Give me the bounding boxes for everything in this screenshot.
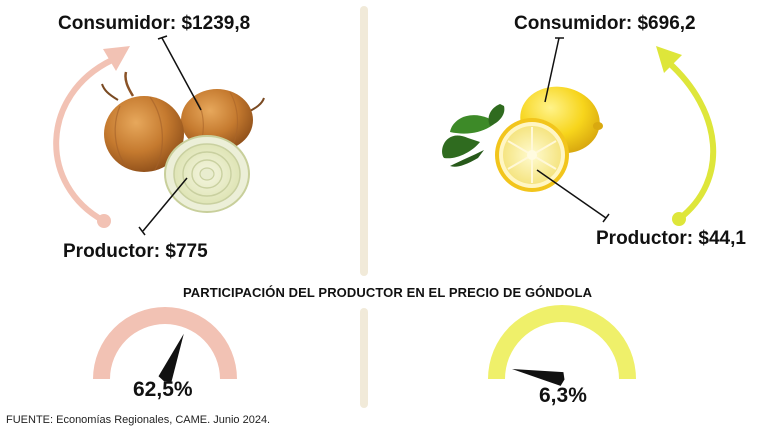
onion-consumer-leader-line	[157, 35, 202, 111]
lemon-producer-price-label: Productor: $44,1	[596, 228, 746, 249]
lemon-share-gauge	[488, 305, 636, 386]
source-note: FUENTE: Economías Regionales, CAME. Juni…	[6, 414, 271, 426]
lemon-image	[442, 86, 603, 192]
lemon-consumer-leader-line	[544, 37, 564, 103]
onion-gauge-arc	[93, 307, 237, 379]
onion-image	[101, 71, 265, 213]
lemon-curved-arrow-icon	[656, 46, 717, 226]
lemon-producer-leader-line	[536, 169, 610, 223]
onion-gauge-needle	[158, 333, 184, 382]
onion-producer-price-label: Productor: $775	[63, 241, 208, 262]
onion-share-gauge	[93, 307, 237, 382]
lemon-gauge-needle	[512, 369, 565, 386]
onion-share-percent-label: 62,5%	[133, 378, 193, 401]
onion-producer-leader-line	[138, 177, 188, 236]
center-divider	[360, 6, 368, 276]
lemon-consumer-price-label: Consumidor: $696,2	[514, 13, 696, 34]
lemon-share-percent-label: 6,3%	[539, 384, 587, 407]
onion-curved-arrow-icon	[53, 46, 130, 228]
center-divider-lower	[360, 308, 368, 408]
onion-consumer-price-label: Consumidor: $1239,8	[58, 13, 251, 34]
gauges-subtitle: PARTICIPACIÓN DEL PRODUCTOR EN EL PRECIO…	[183, 285, 593, 300]
lemon-gauge-arc	[488, 305, 636, 379]
